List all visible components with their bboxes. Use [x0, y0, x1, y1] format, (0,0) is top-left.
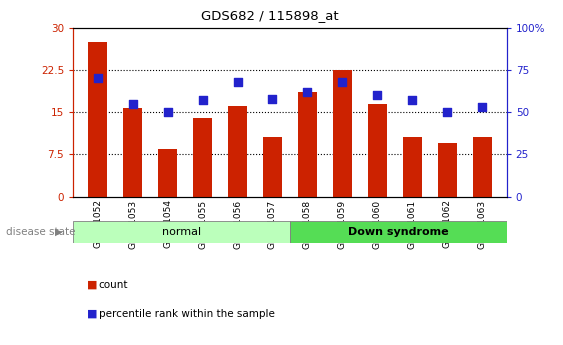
- Point: [408, 98, 417, 103]
- Point: [128, 101, 137, 106]
- Bar: [368, 104, 387, 197]
- Point: [268, 96, 277, 101]
- Bar: [228, 107, 247, 197]
- Text: ■: ■: [87, 280, 98, 289]
- Point: [478, 104, 487, 110]
- Text: ▶: ▶: [55, 227, 63, 237]
- Bar: [333, 70, 352, 197]
- Bar: [88, 42, 108, 197]
- Bar: [193, 118, 212, 197]
- Bar: [290, 221, 507, 243]
- Point: [303, 89, 312, 95]
- Bar: [73, 221, 290, 243]
- Bar: [158, 149, 177, 197]
- Text: count: count: [99, 280, 128, 289]
- Text: disease state: disease state: [6, 227, 75, 237]
- Point: [93, 76, 102, 81]
- Point: [233, 79, 242, 85]
- Bar: [437, 143, 457, 197]
- Bar: [472, 138, 492, 197]
- Bar: [403, 138, 422, 197]
- Point: [198, 98, 207, 103]
- Point: [338, 79, 347, 85]
- Bar: [298, 92, 317, 197]
- Point: [163, 109, 172, 115]
- Bar: [123, 108, 142, 197]
- Text: Down syndrome: Down syndrome: [348, 227, 449, 237]
- Text: ■: ■: [87, 309, 98, 319]
- Text: percentile rank within the sample: percentile rank within the sample: [99, 309, 274, 319]
- Text: normal: normal: [162, 227, 201, 237]
- Point: [373, 92, 382, 98]
- Bar: [263, 138, 282, 197]
- Point: [443, 109, 452, 115]
- Text: GDS682 / 115898_at: GDS682 / 115898_at: [202, 9, 339, 22]
